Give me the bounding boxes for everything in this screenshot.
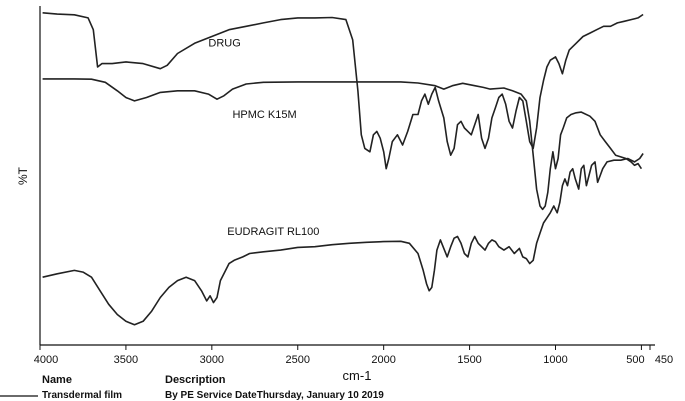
y-axis-label: %T: [16, 166, 30, 185]
x-tick-label-1000: 1000: [543, 354, 567, 366]
series-line-hpmc-k15m: [42, 78, 643, 211]
series-line-eudragit-rl100: [42, 153, 644, 326]
series-label-hpmc-k15m: HPMC K15M: [232, 109, 296, 121]
footer-name-header: Name: [42, 374, 72, 386]
footer-description-value: By PE Service DateThursday, January 10 2…: [165, 390, 384, 401]
x-tick-label-4000: 4000: [34, 354, 58, 366]
x-axis-label: cm-1: [343, 368, 372, 383]
spectrum-series: [42, 12, 644, 326]
series-line-drug: [42, 12, 644, 170]
series-label-drug: DRUG: [208, 38, 240, 50]
footer-description-header: Description: [165, 374, 226, 386]
x-tick-label-2500: 2500: [286, 354, 310, 366]
series-label-eudragit-rl100: EUDRAGIT RL100: [227, 226, 319, 238]
x-axis-ticks: 4000 3500 3000 2500 2000 1500 1000 500 450: [34, 345, 673, 366]
x-tick-label-3000: 3000: [200, 354, 224, 366]
x-tick-label-1500: 1500: [457, 354, 481, 366]
x-tick-label-3500: 3500: [114, 354, 138, 366]
series-labels: DRUG HPMC K15M EUDRAGIT RL100: [208, 38, 319, 238]
x-tick-label-500: 500: [626, 354, 644, 366]
x-tick-label-2000: 2000: [371, 354, 395, 366]
x-tick-label-450: 450: [655, 354, 673, 366]
footer-name-value: Transdermal film: [42, 390, 122, 401]
footer-table: Name Description Transdermal film By PE …: [0, 374, 384, 401]
